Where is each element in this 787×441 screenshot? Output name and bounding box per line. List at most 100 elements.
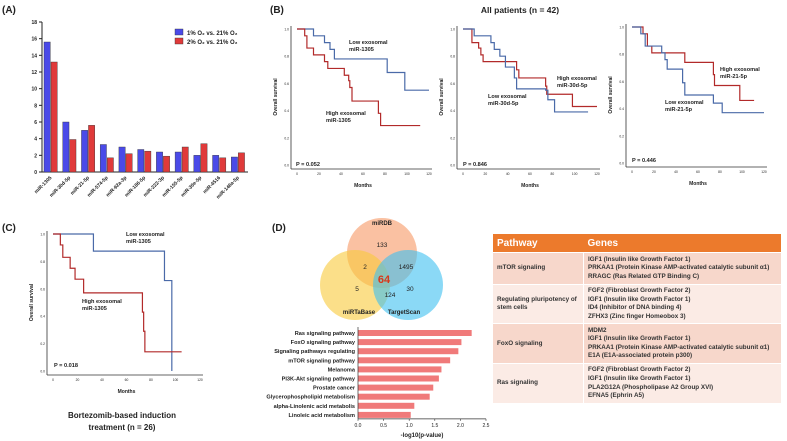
bar [99,144,107,173]
survival-curve-blue [632,26,764,114]
curve-label: miR-21-5p [665,107,693,113]
header-genes: Genes [583,234,781,253]
y-tick-label: 0.0 [40,370,45,374]
pathway-bar [358,411,411,418]
pathway-cell: Regulating pluripotency of stem cells [493,283,584,324]
x-tick-label: 2.0 [457,423,464,429]
survival-curve-blue [297,28,429,91]
bar [212,155,220,173]
venn-circle-TargetScan [373,250,443,320]
bar [81,130,88,173]
y-tick-label: 0.2 [450,136,455,140]
panel-label-b: (B) [270,5,284,16]
venn-count: 5 [355,286,359,293]
gene-line: PRKAA1 (Protein Kinase AMP-activated cat… [588,343,770,351]
x-tick-label: 80 [149,378,153,382]
y-axis-label: Overall survival [439,78,445,116]
y-tick-label: 0.4 [619,107,624,111]
gene-line: IGF1 (Insulin like Growth Factor 1) [588,255,691,263]
y-tick-label: 8 [34,103,37,109]
genes-cell: MDM2 IGF1 (Insulin like Growth Factor 1) P… [583,323,781,364]
gene-line: RRAGC (Ras Related GTP Binding C) [588,272,700,280]
bar [125,153,133,173]
x-axis-label: -log10(p-value) [401,433,444,439]
x-tick-label: 100 [173,378,179,382]
x-tick-label: 60 [125,378,129,382]
y-tick-label: 0.2 [619,134,624,138]
y-tick-label: 0.6 [619,80,624,84]
x-tick-label: 100 [572,172,578,176]
y-axis-label: Overall survival [608,76,614,114]
curve-label: Low exosomal [126,232,165,238]
pathway-bar [358,330,472,336]
pathway-label: Glycerophospholipid metabolism [266,395,355,401]
bar [50,61,58,173]
curve-label: Low exosomal [665,100,704,106]
pathway-cell: FoxO signaling [493,323,584,364]
bar [231,156,238,173]
bar [106,157,114,173]
bar [163,155,170,173]
table-row: FoxO signaling MDM2 IGF1 (Insulin like Gro… [493,323,781,364]
curve-label: miR-1305 [126,239,151,245]
pathway-bar [358,357,451,364]
bar [181,146,189,173]
bar [174,151,182,173]
y-tick-label: 1.0 [284,28,289,32]
bar [43,41,51,173]
gene-line: MDM2 [588,326,607,334]
y-tick-label: 0.6 [40,287,45,291]
survival-curve-blue [463,28,589,113]
pathway-bar [358,393,430,400]
curve-label: Low exosomal [488,94,527,100]
venn-count: 1495 [399,264,414,271]
curve-label: miR-21-5p [720,74,748,80]
x-tick-label: 60 [528,172,532,176]
gene-line: FGF2 (Fibroblast Growth Factor 2) [588,366,691,374]
pathway-bar [358,384,434,391]
panel-label-d: (D) [272,223,286,234]
x-tick-label: 120 [197,378,203,382]
gene-line: IGF1 (Insulin like Growth Factor 1) [588,295,691,303]
gene-line: EFNA5 (Ephrin A5) [588,392,645,400]
table-row: mTOR signaling IGF1 (Insulin like Growth … [493,252,781,285]
genes-cell: FGF2 (Fibroblast Growth Factor 2) IGF1 (I… [583,363,781,403]
pathway-bar [358,366,442,373]
bar [118,146,126,173]
y-axis-label: Overall survival [273,78,279,116]
y-tick-label: 6 [34,120,37,126]
p-value: P = 0.446 [632,158,656,164]
survival-curve-red [632,26,755,102]
bar [156,151,163,173]
gene-line: FGF2 (Fibroblast Growth Factor 2) [588,287,691,294]
y-tick-label: 0.8 [450,55,455,59]
venn-count: 124 [385,292,396,299]
legend-label: 2% O₂ vs. 21% O₂ [187,40,238,46]
venn-count: 133 [377,242,388,249]
gene-line: ID4 (Inhibitor of DNA binding 4) [588,304,682,312]
pathway-cell: mTOR signaling [493,252,584,285]
x-axis-label: Months [689,181,707,187]
pathway-bar [358,339,462,346]
y-tick-label: 0.0 [450,164,455,168]
pathway-label: FoxO signaling pathway [291,340,356,346]
y-tick-label: 0.8 [284,55,289,59]
y-tick-label: 0 [34,170,37,176]
venn-circle-miRTaBase [320,250,390,320]
bar [238,152,245,173]
x-tick-label: 100 [404,172,410,176]
x-tick-label: 0 [462,172,464,176]
x-tick-label: 40 [674,170,678,174]
y-tick-label: 0.2 [40,342,45,346]
curve-label: miR-1305 [349,47,374,53]
y-tick-label: 0.4 [450,109,455,113]
header-pathway: Pathway [493,234,584,253]
x-tick-label: 0 [296,172,298,176]
y-tick-label: 0.6 [284,82,289,86]
venn-set-label: miRTaBase [343,310,376,316]
pathway-label: Melanoma [328,367,356,373]
p-value: P = 0.018 [54,363,78,369]
survival-curve-red [463,28,597,108]
panel-c-caption: Bortezomib-based induction [68,411,176,420]
table-row: Ras signaling FGF2 (Fibroblast Growth Fac… [493,363,781,403]
